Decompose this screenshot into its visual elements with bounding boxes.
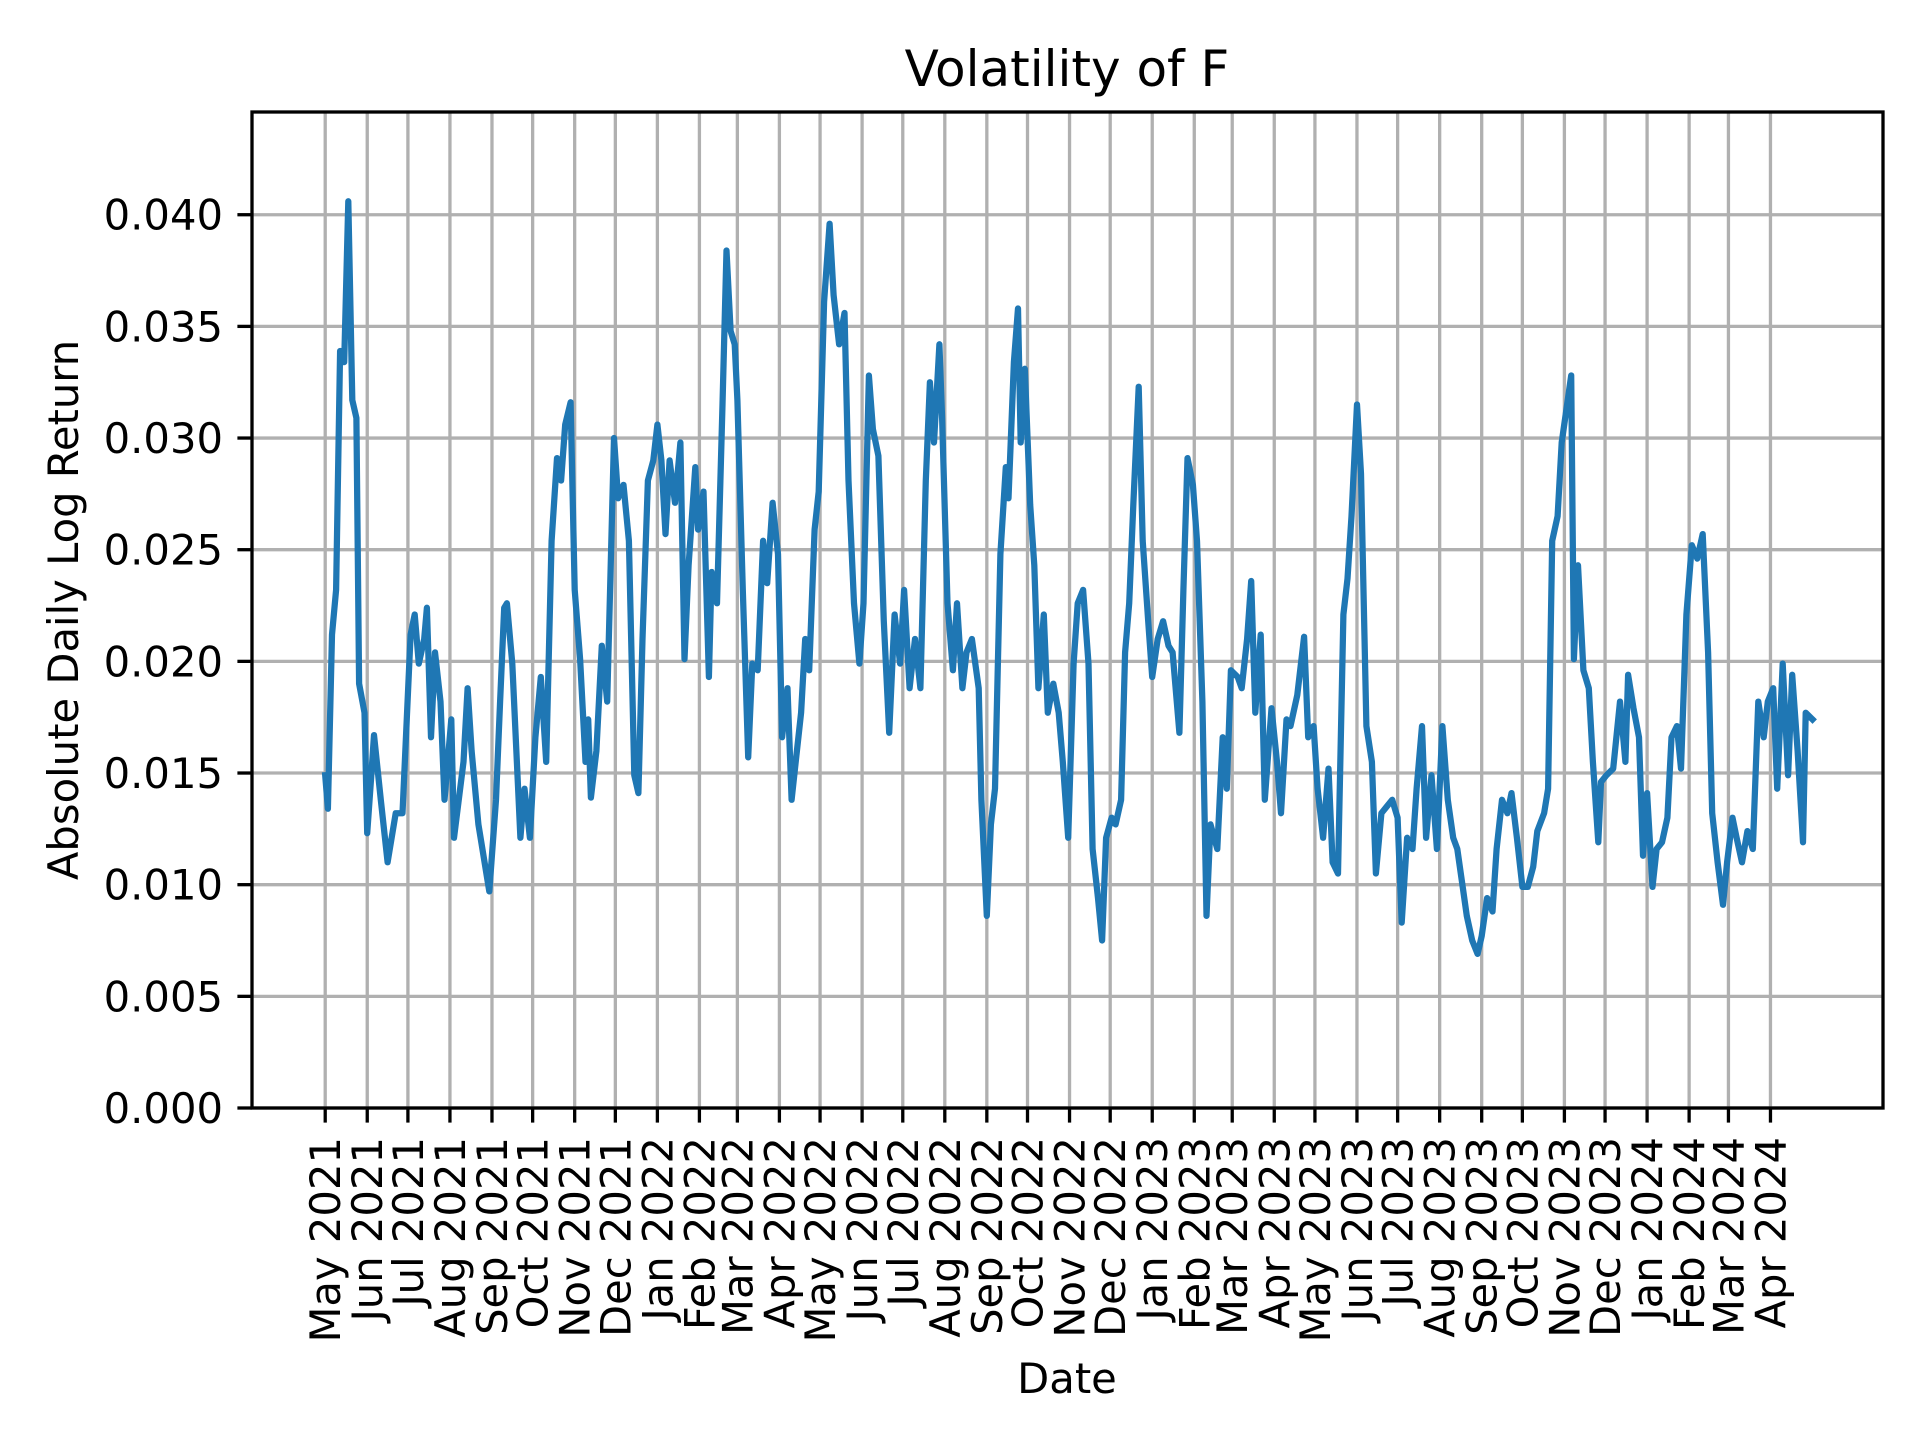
x-tick-label: Jul 2022 — [879, 1137, 928, 1310]
x-tick-label: Apr 2022 — [755, 1137, 804, 1328]
x-tick-label: Feb 2023 — [1170, 1137, 1219, 1330]
x-tick-label: Nov 2023 — [1540, 1137, 1589, 1338]
axes-frame — [250, 110, 1885, 1110]
volatility-line — [321, 198, 1817, 958]
chart-title: Volatility of F — [905, 40, 1230, 98]
x-tick-label: Dec 2022 — [1086, 1137, 1135, 1337]
y-tick-label: 0.040 — [104, 191, 223, 240]
x-tick-label: Apr 2023 — [1250, 1137, 1299, 1328]
x-tick-label: Dec 2023 — [1581, 1137, 1630, 1337]
x-tick-label: Jul 2021 — [384, 1137, 433, 1310]
x-tick-label: Aug 2023 — [1416, 1137, 1465, 1338]
x-tick-label: Sep 2022 — [963, 1137, 1012, 1335]
x-tick-label: Jun 2021 — [343, 1137, 392, 1324]
x-tick-label: Jan 2022 — [633, 1137, 682, 1324]
x-tick-label: May 2022 — [796, 1137, 845, 1343]
y-axis-label: Absolute Daily Log Return — [39, 340, 88, 880]
x-tick-label: Sep 2021 — [468, 1137, 517, 1335]
x-tick-label: Jan 2024 — [1623, 1137, 1672, 1324]
y-tick-label: 0.035 — [104, 302, 223, 351]
y-tick-label: 0.025 — [104, 526, 223, 575]
y-tick-label: 0.030 — [104, 414, 223, 463]
x-tick-label: Jan 2023 — [1128, 1137, 1177, 1324]
y-tick-label: 0.015 — [104, 749, 223, 798]
grid — [252, 112, 1883, 1110]
y-tick-label: 0.010 — [104, 861, 223, 910]
x-tick-label: Oct 2022 — [1004, 1137, 1053, 1328]
x-tick-label: Jun 2023 — [1333, 1137, 1382, 1324]
plot-area — [321, 198, 1817, 958]
y-axis: 0.000 0.005 0.010 0.015 0.020 0.025 0.030 0.035… — [104, 191, 252, 1133]
x-tick-label: Apr 2024 — [1746, 1137, 1795, 1328]
x-tick-label: Mar 2024 — [1704, 1137, 1753, 1335]
x-tick-label: Jun 2022 — [838, 1137, 887, 1324]
x-tick-label: Mar 2022 — [713, 1137, 762, 1335]
x-tick-label: Oct 2021 — [509, 1137, 558, 1328]
y-tick-label: 0.005 — [104, 972, 223, 1021]
x-tick-label: May 2021 — [301, 1137, 350, 1343]
x-tick-label: Mar 2023 — [1208, 1137, 1257, 1335]
y-tick-label: 0.000 — [104, 1084, 223, 1133]
x-tick-label: Feb 2022 — [675, 1137, 724, 1330]
x-tick-label: Nov 2021 — [551, 1137, 600, 1338]
x-axis-label: Date — [1017, 1354, 1117, 1403]
y-tick-label: 0.020 — [104, 637, 223, 686]
x-tick-label: Oct 2023 — [1498, 1137, 1547, 1328]
x-tick-label: Jul 2023 — [1374, 1137, 1423, 1310]
x-tick-label: Aug 2022 — [921, 1137, 970, 1338]
x-tick-label: Sep 2023 — [1458, 1137, 1507, 1335]
x-tick-label: Dec 2021 — [591, 1137, 640, 1337]
x-tick-label: May 2023 — [1291, 1137, 1340, 1343]
x-tick-label: Nov 2022 — [1046, 1137, 1095, 1338]
x-tick-label: Aug 2021 — [426, 1137, 475, 1338]
x-tick-label: Feb 2024 — [1665, 1137, 1714, 1330]
